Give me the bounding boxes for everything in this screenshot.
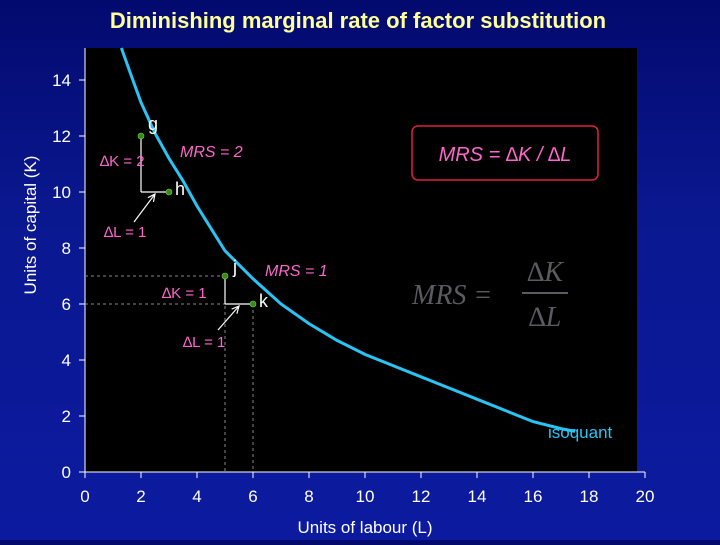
point-g [137, 132, 145, 140]
point-h [165, 188, 173, 196]
x-axis-label: Units of labour (L) [297, 518, 432, 537]
arrow-delta-l-2-head [231, 304, 240, 314]
delta-k-label-2: ∆K = 1 [162, 285, 207, 302]
y-tick-label: 8 [62, 239, 71, 258]
y-tick-label: 6 [62, 295, 71, 314]
x-tick-label: 10 [356, 487, 375, 506]
arrow-delta-l-1-head [147, 192, 156, 202]
formula-fraction: MRS = ∆K ∆L [411, 257, 568, 333]
y-tick-label: 10 [52, 183, 71, 202]
delta-l-label-2: ∆L = 1 [183, 334, 225, 351]
delta-l-label-1: ∆L = 1 [104, 224, 146, 241]
point-label-h: h [175, 179, 185, 199]
point-label-j: j [232, 257, 237, 277]
y-tick-label: 12 [52, 127, 71, 146]
x-tick-label: 16 [524, 487, 543, 506]
x-tick-label: 20 [636, 487, 655, 506]
point-j [221, 272, 229, 280]
x-tick-label: 6 [248, 487, 257, 506]
x-tick-label: 8 [304, 487, 313, 506]
formula-box [411, 125, 599, 181]
mrs-label-2: MRS = 1 [265, 263, 328, 280]
x-tick-label: 12 [412, 487, 431, 506]
y-ticks: 0 2 4 6 8 10 12 14 [52, 71, 85, 482]
x-tick-label: 4 [192, 487, 201, 506]
x-tick-label: 18 [580, 487, 599, 506]
y-axis-label: Units of capital (K) [21, 156, 40, 295]
point-label-g: g [148, 114, 158, 134]
plot-area [85, 48, 637, 472]
chart-title: Diminishing marginal rate of factor subs… [110, 8, 606, 33]
delta-k-label-1: ∆K = 2 [100, 153, 145, 170]
delta-triangles [140, 136, 253, 305]
y-tick-label: 4 [62, 351, 71, 370]
x-tick-label: 14 [468, 487, 487, 506]
arrow-delta-l-1 [133, 193, 156, 223]
formula-fraction-lhs: MRS = [411, 280, 492, 311]
y-tick-label: 2 [62, 407, 71, 426]
isoquant-label: isoquant [548, 423, 613, 442]
y-tick-label: 0 [62, 463, 71, 482]
annotation-arrows [133, 192, 240, 331]
mrs-label-1: MRS = 2 [180, 144, 243, 161]
point-k [249, 300, 257, 308]
y-tick-label: 14 [52, 71, 71, 90]
point-label-k: k [259, 291, 269, 311]
points: g h j k [137, 114, 269, 311]
x-ticks: 0 2 4 6 8 10 12 14 16 18 20 [80, 472, 654, 506]
formula-fraction-denominator: ∆L [529, 302, 562, 333]
x-tick-label: 2 [136, 487, 145, 506]
formula-fraction-numerator: ∆K [527, 257, 564, 288]
formula-box-text: MRS = ∆K / ∆L [439, 144, 572, 166]
x-tick-label: 0 [80, 487, 89, 506]
isoquant-line [119, 47, 576, 433]
arrow-delta-l-2 [217, 305, 240, 331]
